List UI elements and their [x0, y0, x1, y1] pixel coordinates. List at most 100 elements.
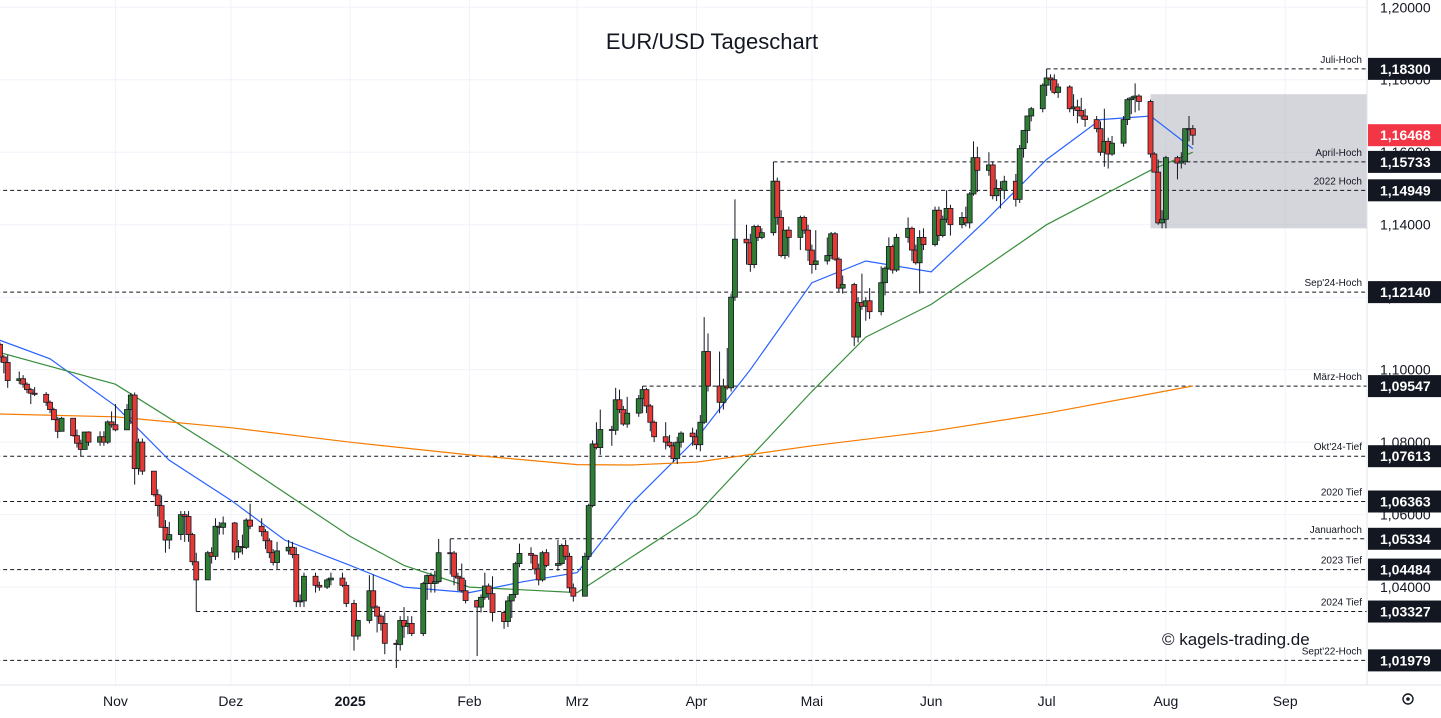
level-name: Sep'24-Hoch	[1305, 278, 1363, 289]
candle-body	[212, 525, 219, 557]
level-name: Sept'22-Hoch	[1302, 646, 1362, 657]
candle-body	[428, 575, 434, 584]
moving-average-200	[0, 385, 1193, 466]
candle-body	[370, 590, 377, 608]
x-tick-label: Feb	[457, 693, 481, 709]
level-name: Okt'24-Tief	[1314, 442, 1362, 453]
candle-body	[1093, 119, 1100, 130]
candle-body	[589, 443, 596, 506]
candle-body	[1001, 180, 1008, 191]
candle-body	[555, 563, 561, 566]
candle-body	[832, 233, 838, 260]
candle-body	[301, 575, 307, 602]
candle-body	[154, 494, 161, 506]
candle-body	[458, 577, 465, 592]
candle-body	[1128, 97, 1135, 101]
candle-body	[1120, 119, 1127, 144]
candle-body	[378, 615, 384, 624]
candle-body	[751, 226, 758, 265]
level-lines	[0, 68, 1367, 661]
candle-body	[855, 302, 861, 338]
candle-body	[1082, 115, 1089, 121]
candle-body	[85, 431, 92, 443]
level-badge	[1368, 490, 1441, 513]
candle-body	[1159, 218, 1165, 224]
candle-body	[131, 394, 138, 470]
candle-body	[204, 552, 211, 581]
level-badge-value: 1,04484	[1380, 562, 1431, 578]
candle-body	[1147, 101, 1154, 155]
candle-body	[328, 577, 334, 581]
candle-body	[647, 405, 654, 423]
x-tick-label: Mai	[801, 693, 824, 709]
candle-body	[151, 470, 157, 496]
level-name: April-Hoch	[1315, 148, 1362, 159]
candle-body	[974, 157, 981, 171]
candle-body	[74, 435, 80, 444]
candle-body	[181, 514, 188, 517]
chart-title: EUR/USD Tageschart	[606, 29, 818, 54]
settings-icon[interactable]	[1402, 693, 1414, 705]
candle-body	[262, 531, 269, 542]
candle-body	[1182, 128, 1189, 162]
candle-body	[909, 227, 915, 251]
level-badge	[1368, 445, 1441, 468]
candle-body	[1043, 77, 1050, 86]
level-name: März-Hoch	[1313, 372, 1362, 383]
candle-body	[920, 236, 927, 246]
candle-body	[339, 577, 346, 586]
candle-body	[485, 585, 492, 595]
candle-body	[1024, 115, 1031, 131]
y-tick-label: 1,10000	[1380, 362, 1431, 378]
candle-body	[43, 393, 50, 403]
candle-body	[108, 421, 115, 426]
candle-body	[893, 236, 900, 271]
candle-body	[316, 584, 323, 588]
candles	[0, 68, 1196, 668]
candle-body	[866, 300, 873, 313]
candle-body	[674, 441, 681, 459]
y-tick-label: 1,20000	[1380, 0, 1431, 15]
candle-body	[616, 399, 623, 410]
grid	[0, 0, 1367, 685]
candle-body	[1066, 86, 1073, 110]
candle-body	[0, 356, 7, 363]
copyright-label: © kagels-trading.de	[1162, 630, 1310, 649]
candle-body	[585, 505, 592, 557]
x-tick-label: Aug	[1153, 693, 1178, 709]
candle-body	[431, 581, 438, 584]
level-badge-value: 1,01979	[1380, 652, 1431, 668]
x-tick-label: 2025	[335, 693, 366, 709]
candle-body	[0, 343, 3, 358]
last-price-value: 1,16468	[1380, 127, 1431, 143]
candle-body	[508, 593, 515, 602]
moving-average-50	[0, 151, 1194, 594]
time-axis[interactable]: Nov Dez 2025 Feb Mrz Apr Mai Jun Jul Aug Sep	[103, 693, 1298, 709]
candle-body	[597, 429, 604, 449]
level-badge	[1368, 649, 1441, 672]
candle-body	[24, 383, 30, 391]
candle-body	[812, 260, 819, 265]
level-badge	[1368, 600, 1441, 623]
last-price-badge	[1368, 124, 1441, 147]
candle-body	[531, 554, 538, 570]
x-tick-label: Apr	[686, 693, 708, 709]
level-name: 2023 Tief	[1321, 556, 1362, 567]
candle-body	[701, 351, 708, 423]
candle-body	[1155, 171, 1162, 224]
candle-body	[916, 236, 923, 264]
candle-body	[882, 267, 888, 284]
candle-body	[635, 398, 642, 414]
candle-body	[755, 226, 761, 238]
candle-body	[728, 296, 734, 389]
candle-body	[112, 424, 119, 431]
candle-body	[50, 409, 57, 421]
level-names: Juli-Hoch April-Hoch 2022 Hoch Sep'24-Hoch M…	[1302, 55, 1363, 658]
candle-body	[743, 238, 750, 244]
candle-body	[351, 603, 357, 637]
candle-body	[809, 249, 815, 265]
candle-body	[689, 432, 696, 438]
candle-body	[662, 436, 669, 443]
